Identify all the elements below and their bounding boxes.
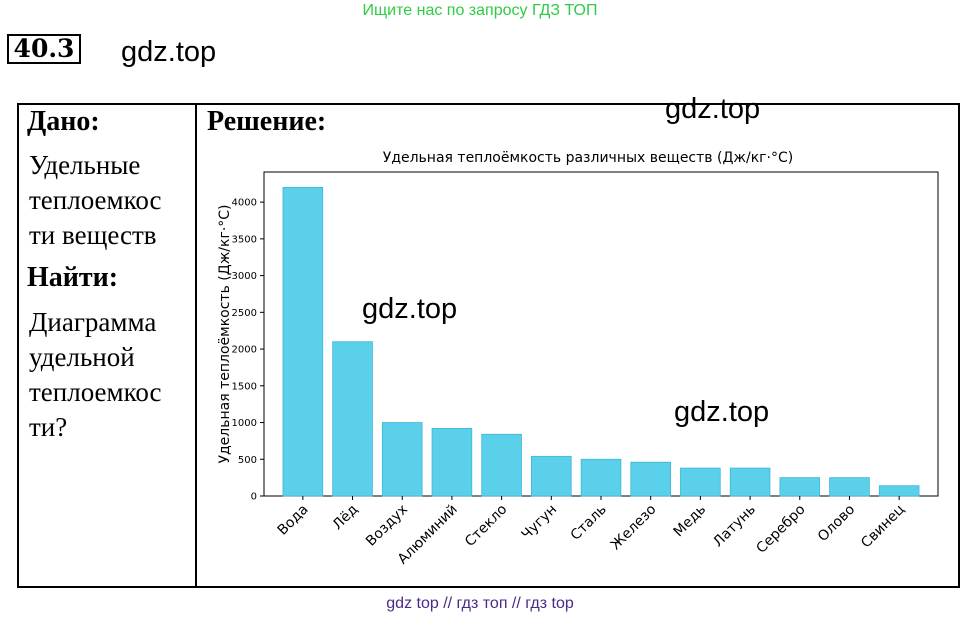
x-tick-label: Медь — [671, 502, 710, 541]
watermark: gdz.top — [121, 36, 217, 68]
solution-table — [17, 103, 960, 588]
x-tick-label: Сталь — [568, 502, 610, 544]
given-line: ти веществ — [29, 220, 157, 250]
find-line: Диаграмма — [29, 307, 157, 337]
bar-Чугун — [531, 455, 572, 497]
find-heading: Найти: — [27, 262, 119, 293]
bar-Латунь — [729, 467, 771, 497]
x-tick-label: Лёд — [330, 502, 362, 534]
bar-Свинец — [878, 485, 920, 497]
bar-Алюминий — [431, 428, 473, 497]
watermark: gdz.top — [362, 293, 458, 325]
given-heading: Дано: — [27, 106, 100, 137]
y-tick-label: 1500 — [232, 381, 257, 392]
bar-Серебро — [779, 477, 821, 497]
x-tick-label: Олово — [815, 502, 858, 545]
watermark: gdz.top — [674, 396, 770, 428]
x-tick-label: Железо — [608, 502, 660, 554]
find-line: ти? — [29, 412, 68, 442]
column-divider — [195, 103, 197, 588]
find-line: удельной — [29, 342, 135, 372]
bar-Медь — [680, 467, 721, 497]
y-tick-label: 2500 — [232, 308, 257, 319]
given-text: Удельные теплоемкос ти веществ — [29, 148, 194, 253]
bar-Лёд — [332, 341, 373, 497]
search-banner[interactable]: Ищите нас по запросу ГДЗ ТОП — [362, 2, 598, 19]
bar-Олово — [829, 477, 870, 497]
y-tick-label: 500 — [238, 455, 257, 466]
y-tick-label: 4000 — [232, 198, 257, 209]
y-tick-label: 3500 — [232, 234, 257, 245]
x-tick-label: Стекло — [462, 502, 510, 550]
bar-Железо — [630, 461, 671, 497]
bar-Сталь — [580, 458, 622, 497]
y-tick-label: 3000 — [232, 271, 257, 282]
watermark: gdz.top — [665, 93, 761, 125]
y-tick-label: 2000 — [232, 345, 257, 356]
x-tick-label: Чугун — [519, 502, 560, 543]
find-text: Диаграмма удельной теплоемкос ти? — [29, 305, 194, 445]
x-tick-label: Воздух — [363, 502, 411, 550]
x-tick-label: Серебро — [753, 502, 808, 557]
chart-title: Удельная теплоёмкость различных веществ … — [382, 150, 794, 166]
problem-number: 40.3 — [7, 34, 81, 64]
y-tick-label: 0 — [251, 492, 257, 503]
solution-heading: Решение: — [207, 106, 327, 137]
given-line: Удельные — [29, 150, 141, 180]
footer-links[interactable]: gdz top // гдз топ // гдз top — [386, 595, 574, 612]
x-tick-label: Вода — [275, 502, 312, 539]
x-tick-label: Свинец — [858, 502, 908, 552]
find-line: теплоемкос — [29, 377, 162, 407]
bar-Стекло — [481, 433, 522, 497]
x-tick-label: Латунь — [710, 502, 759, 551]
bar-Вода — [282, 187, 324, 497]
bar-Воздух — [381, 422, 423, 497]
y-tick-label: 1000 — [232, 418, 257, 429]
given-line: теплоемкос — [29, 185, 162, 215]
